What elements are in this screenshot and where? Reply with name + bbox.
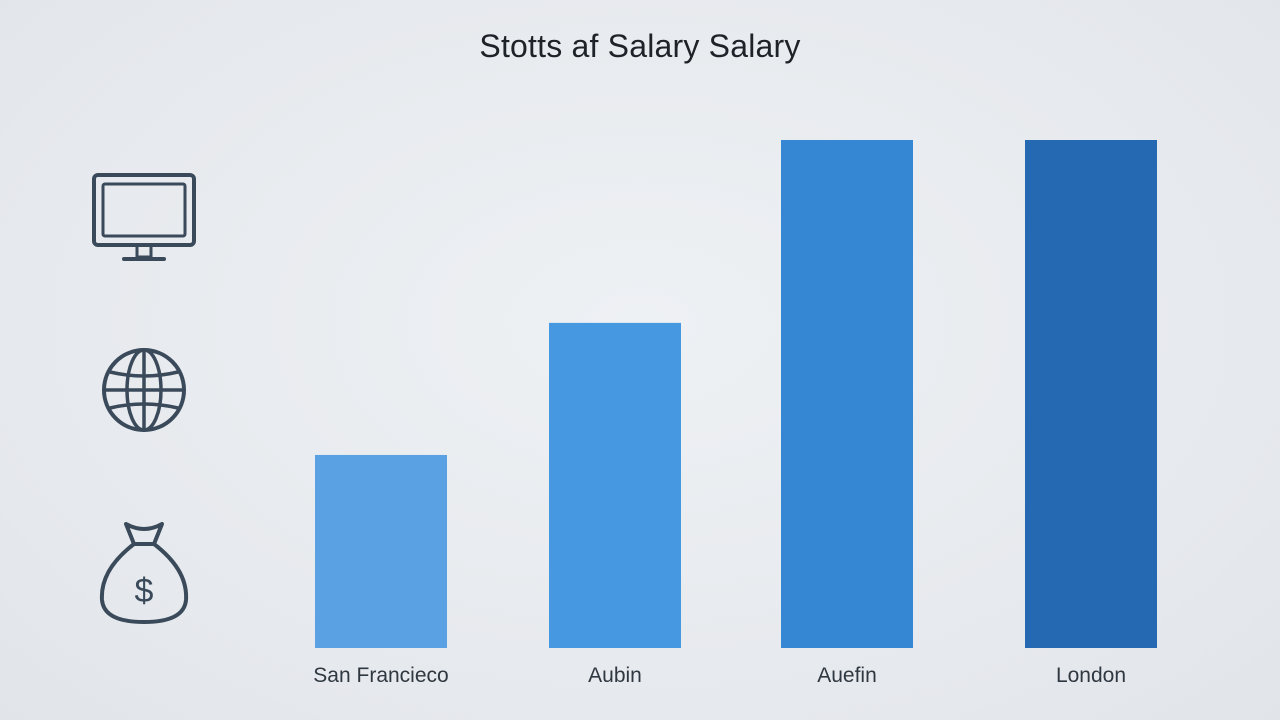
tick-labels-group: San Francieco Aubin Auefin London (313, 664, 1126, 687)
bar-3 (1025, 140, 1157, 648)
x-tick-label-1: Aubin (588, 664, 642, 687)
svg-text:$: $ (135, 572, 154, 610)
money-bag-icon: $ (99, 522, 189, 624)
x-tick-label-0: San Francieco (313, 664, 448, 687)
bars-group (315, 140, 1157, 648)
globe-icon (102, 348, 186, 432)
x-tick-label-2: Auefin (817, 664, 877, 687)
bar-2 (781, 140, 913, 648)
bar-0 (315, 454, 447, 648)
x-tick-label-3: London (1056, 664, 1126, 687)
chart-title: Stotts af Salary Salary (479, 28, 801, 64)
bar-1 (549, 322, 681, 648)
monitor-icon (92, 173, 196, 261)
